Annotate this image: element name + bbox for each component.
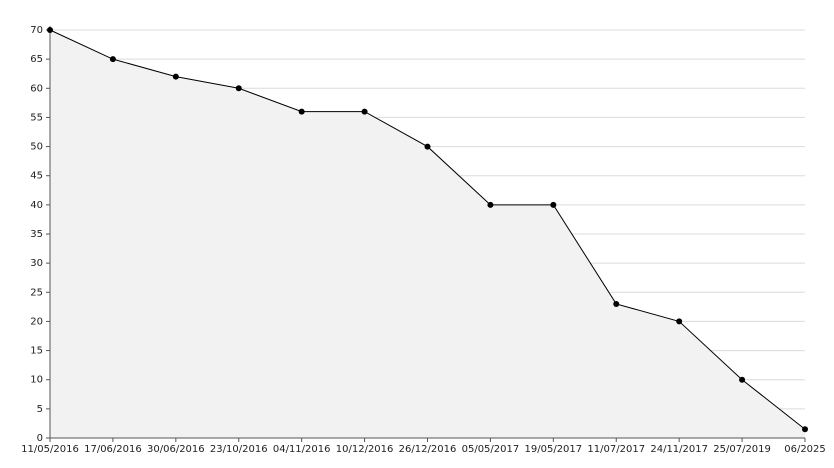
y-tick-label: 30 bbox=[30, 258, 43, 269]
y-tick-label: 35 bbox=[30, 229, 43, 240]
y-tick-label: 60 bbox=[30, 83, 43, 94]
y-tick-label: 10 bbox=[30, 375, 43, 386]
marker bbox=[676, 318, 683, 325]
x-tick-label: 05/05/2017 bbox=[462, 444, 520, 455]
y-tick-label: 0 bbox=[37, 433, 43, 444]
y-tick-label: 5 bbox=[37, 404, 43, 415]
x-tick-label: 19/05/2017 bbox=[525, 444, 583, 455]
marker bbox=[298, 108, 305, 115]
marker bbox=[109, 56, 116, 63]
marker bbox=[424, 143, 431, 150]
x-tick-label: 11/07/2017 bbox=[587, 444, 645, 455]
x-tick-label: 25/07/2019 bbox=[713, 444, 771, 455]
y-tick-label: 25 bbox=[30, 287, 43, 298]
marker bbox=[802, 426, 808, 433]
y-tick-label: 50 bbox=[30, 142, 43, 153]
x-tick-label: 04/11/2016 bbox=[273, 444, 331, 455]
y-tick-label: 40 bbox=[30, 200, 43, 211]
marker bbox=[487, 201, 494, 208]
x-tick-label: 23/10/2016 bbox=[210, 444, 268, 455]
y-tick-label: 20 bbox=[30, 316, 43, 327]
marker bbox=[550, 201, 557, 208]
y-tick-label: 70 bbox=[30, 25, 43, 36]
x-tick-label: 11/05/2016 bbox=[21, 444, 79, 455]
x-tick-label: 06/2025 bbox=[784, 444, 826, 455]
y-tick-label: 65 bbox=[30, 54, 43, 65]
x-tick-label: 10/12/2016 bbox=[336, 444, 394, 455]
area-fill bbox=[50, 30, 805, 438]
x-tick-label: 24/11/2017 bbox=[650, 444, 708, 455]
x-tick-label: 26/12/2016 bbox=[399, 444, 457, 455]
marker bbox=[613, 300, 620, 307]
y-tick-label: 55 bbox=[30, 112, 43, 123]
marker bbox=[172, 73, 179, 80]
x-tick-label: 17/06/2016 bbox=[84, 444, 142, 455]
y-tick-label: 45 bbox=[30, 171, 43, 182]
marker bbox=[361, 108, 368, 115]
marker bbox=[235, 85, 242, 92]
marker bbox=[47, 27, 53, 33]
x-tick-label: 30/06/2016 bbox=[147, 444, 205, 455]
marker bbox=[739, 376, 746, 383]
y-tick-label: 15 bbox=[30, 346, 43, 357]
